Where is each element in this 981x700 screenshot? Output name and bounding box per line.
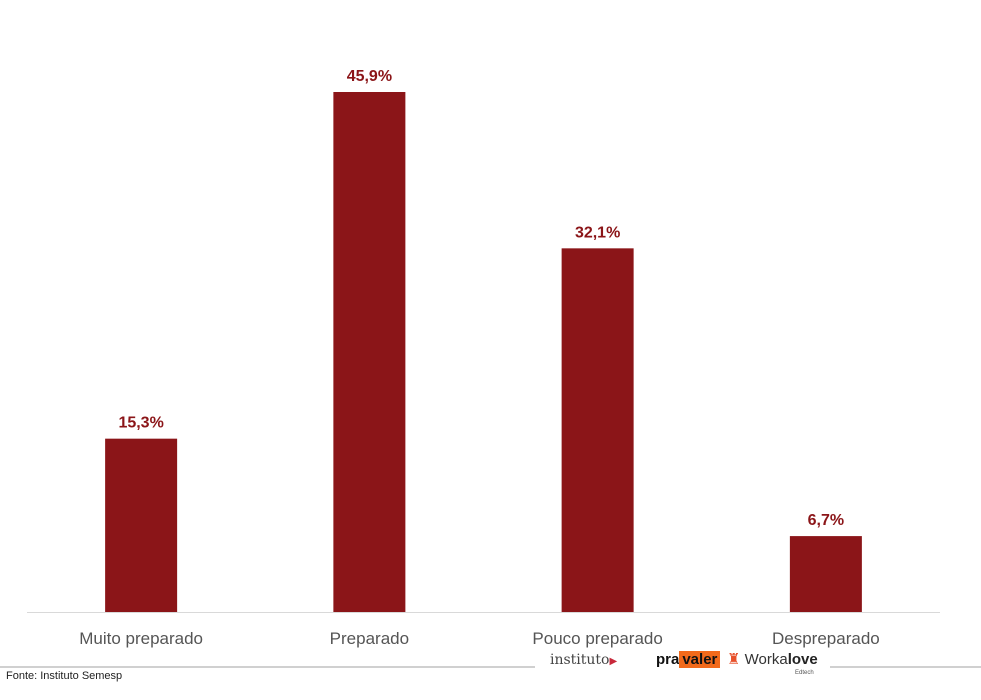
workalove-logo: ♜ Workalove Edtech [727,651,818,677]
footer-divider-left [0,666,535,668]
category-label-3: Despreparado [772,629,880,648]
bar-2 [561,248,634,612]
category-label-2: Pouco preparado [532,629,662,648]
category-label-1: Preparado [330,629,409,648]
rocket-icon: ♜ [727,651,741,668]
bar-3 [789,536,862,612]
bar-chart: 15,3% Muito preparado 45,9% Preparado 32,1% P… [27,68,940,648]
bar-1 [333,92,406,612]
data-label-0: 15,3% [118,415,163,432]
play-icon: ▶ [609,656,618,667]
bar-0 [105,438,178,612]
source-note: Fonte: Instituto Semesp [6,670,123,682]
footer-divider-right [830,666,981,668]
data-label-1: 45,9% [347,68,392,85]
pravaler-logo: pra valer [656,651,721,668]
data-label-2: 32,1% [575,224,620,241]
category-label-0: Muito preparado [79,629,203,648]
instituto-logo: instituto▶ [550,652,618,668]
data-label-3: 6,7% [808,512,844,529]
